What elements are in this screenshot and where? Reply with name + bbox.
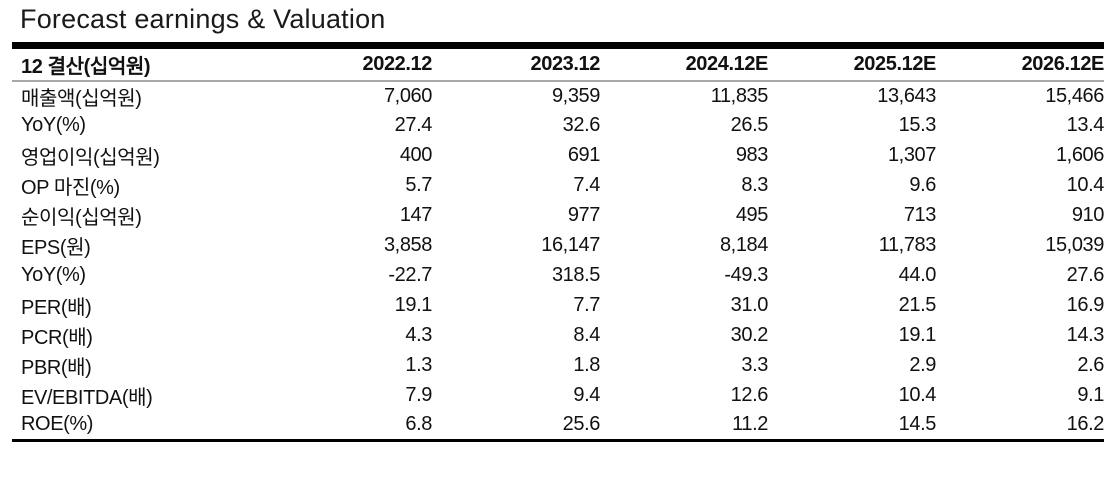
header-metric-label: 12 결산(십억원)	[12, 45, 264, 82]
table-row: EV/EBITDA(배) 7.9 9.4 12.6 10.4 9.1	[12, 381, 1104, 411]
row-label: PER(배)	[21, 297, 92, 319]
cell-value: 31.0	[730, 294, 769, 316]
cell-value: 9,359	[551, 84, 600, 107]
cell-value: 16,147	[541, 234, 600, 256]
section-title: Forecast earnings & Valuation	[20, 4, 386, 34]
cell-value: 8,184	[719, 234, 768, 256]
row-label: YoY(%)	[21, 114, 86, 136]
forecast-valuation-table: 12 결산(십억원) 2022.12 2023.12 2024.12E 2025…	[12, 42, 1104, 442]
cell-value: 10.4	[1066, 174, 1105, 196]
cell-value: 318.5	[551, 264, 600, 286]
cell-value: 16.2	[1066, 413, 1105, 436]
cell-value: 8.3	[741, 174, 768, 196]
cell-value: 1.8	[573, 354, 600, 376]
row-label: ROE(%)	[21, 413, 94, 436]
cell-value: 32.6	[562, 114, 601, 136]
cell-value: 16.9	[1066, 294, 1105, 316]
cell-value: 30.2	[730, 324, 769, 346]
cell-value: 14.3	[1066, 324, 1105, 346]
cell-value: 27.4	[394, 114, 433, 136]
cell-value: 400	[399, 144, 433, 166]
cell-value: 495	[735, 204, 769, 226]
cell-value: 713	[903, 204, 937, 226]
cell-value: 7.7	[573, 294, 600, 316]
row-label: EPS(원)	[21, 237, 91, 259]
cell-value: 147	[399, 204, 433, 226]
cell-value: 3,858	[383, 234, 432, 256]
cell-value: 2.9	[909, 354, 936, 376]
cell-value: 1,606	[1055, 144, 1104, 166]
cell-value: 19.1	[898, 324, 937, 346]
cell-value: 12.6	[730, 384, 769, 406]
table-row: PER(배) 19.1 7.7 31.0 21.5 16.9	[12, 291, 1104, 321]
cell-value: 983	[735, 144, 769, 166]
cell-value: 8.4	[573, 324, 600, 346]
cell-value: 1,307	[887, 144, 936, 166]
header-year-2024e: 2024.12E	[600, 45, 768, 82]
cell-value: 691	[567, 144, 601, 166]
cell-value: 21.5	[898, 294, 937, 316]
cell-value: 11,835	[710, 84, 769, 107]
table-row: PBR(배) 1.3 1.8 3.3 2.9 2.6	[12, 351, 1104, 381]
cell-value: 1.3	[405, 354, 432, 376]
cell-value: 6.8	[405, 413, 432, 436]
cell-value: -49.3	[724, 264, 768, 286]
cell-value: 14.5	[898, 413, 937, 436]
cell-value: 13.4	[1066, 114, 1105, 136]
table-row: OP 마진(%) 5.7 7.4 8.3 9.6 10.4	[12, 171, 1104, 201]
cell-value: 7.4	[573, 174, 600, 196]
cell-value: 27.6	[1066, 264, 1105, 286]
cell-value: 15,466	[1045, 84, 1104, 107]
row-label: PBR(배)	[21, 357, 92, 379]
table-body: 매출액(십억원) 7,060 9,359 11,835 13,643 15,466 YoY(…	[12, 81, 1104, 441]
row-label: OP 마진(%)	[21, 177, 120, 199]
table-row: 순이익(십억원) 147 977 495 713 910	[12, 201, 1104, 231]
cell-value: 9.1	[1077, 384, 1104, 406]
row-label: PCR(배)	[21, 327, 93, 349]
cell-value: 10.4	[898, 384, 937, 406]
cell-value: 5.7	[405, 174, 432, 196]
table-header-row: 12 결산(십억원) 2022.12 2023.12 2024.12E 2025…	[12, 45, 1104, 82]
row-label: EV/EBITDA(배)	[21, 387, 153, 409]
cell-value: 2.6	[1077, 354, 1104, 376]
cell-value: 910	[1071, 204, 1105, 226]
cell-value: 9.4	[573, 384, 600, 406]
row-label: 순이익(십억원)	[21, 207, 142, 229]
table-row: PCR(배) 4.3 8.4 30.2 19.1 14.3	[12, 321, 1104, 351]
cell-value: 3.3	[741, 354, 768, 376]
row-label: YoY(%)	[21, 264, 86, 286]
table-row: 영업이익(십억원) 400 691 983 1,307 1,606	[12, 141, 1104, 171]
header-year-2025e: 2025.12E	[768, 45, 936, 82]
cell-value: 15.3	[898, 114, 937, 136]
cell-value: 25.6	[562, 413, 601, 436]
table-row: YoY(%) 27.4 32.6 26.5 15.3 13.4	[12, 111, 1104, 141]
cell-value: 7.9	[405, 384, 432, 406]
cell-value: 15,039	[1045, 234, 1104, 256]
cell-value: 7,060	[383, 84, 432, 107]
table-row: YoY(%) -22.7 318.5 -49.3 44.0 27.6	[12, 261, 1104, 291]
cell-value: 11.2	[732, 413, 768, 436]
header-year-2023: 2023.12	[432, 45, 600, 82]
cell-value: 19.1	[394, 294, 433, 316]
cell-value: 11,783	[878, 234, 937, 256]
cell-value: 4.3	[405, 324, 432, 346]
row-label: 매출액(십억원)	[21, 87, 142, 110]
cell-value: 44.0	[898, 264, 937, 286]
table-row: ROE(%) 6.8 25.6 11.2 14.5 16.2	[12, 411, 1104, 441]
row-label: 영업이익(십억원)	[21, 147, 160, 169]
cell-value: 9.6	[909, 174, 936, 196]
table-row: 매출액(십억원) 7,060 9,359 11,835 13,643 15,466	[12, 81, 1104, 111]
cell-value: 13,643	[877, 84, 936, 107]
cell-value: -22.7	[388, 264, 432, 286]
table-row: EPS(원) 3,858 16,147 8,184 11,783 15,039	[12, 231, 1104, 261]
cell-value: 26.5	[730, 114, 769, 136]
table-header: 12 결산(십억원) 2022.12 2023.12 2024.12E 2025…	[12, 45, 1104, 82]
header-year-2026e: 2026.12E	[936, 45, 1104, 82]
header-year-2022: 2022.12	[264, 45, 432, 82]
cell-value: 977	[567, 204, 601, 226]
report-section: Forecast earnings & Valuation 12 결산(십억원)…	[12, 4, 1104, 442]
